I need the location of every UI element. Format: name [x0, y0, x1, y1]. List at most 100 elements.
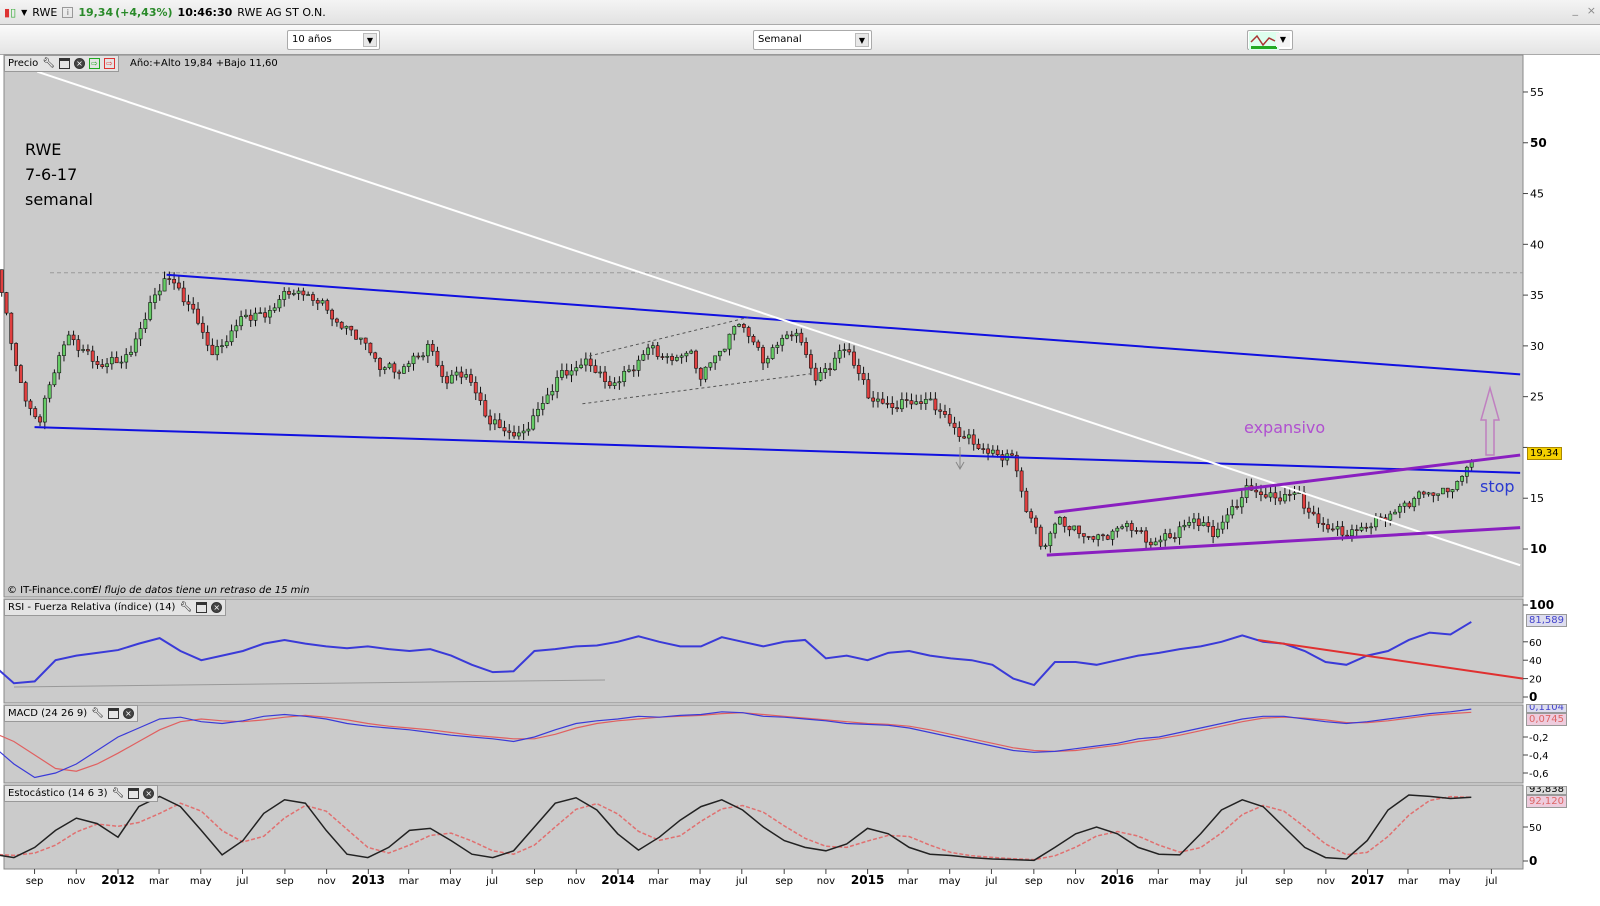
- x-tick-label: 2015: [851, 873, 884, 887]
- close-circle-icon[interactable]: ×: [122, 708, 134, 719]
- candle-up: [124, 354, 129, 363]
- candle-down: [86, 349, 90, 352]
- candle-up: [267, 310, 272, 318]
- close-circle-icon[interactable]: ×: [143, 788, 155, 799]
- close-circle-icon[interactable]: ×: [74, 58, 85, 69]
- close-circle-icon[interactable]: ×: [211, 602, 223, 613]
- candle-down: [114, 357, 119, 364]
- x-tick-label: 2013: [352, 873, 385, 887]
- price-tick-label: 25: [1530, 391, 1544, 404]
- candle-down: [445, 376, 449, 384]
- candle-down: [172, 278, 176, 284]
- candle-up: [617, 381, 622, 384]
- candle-up: [464, 374, 469, 378]
- chevron-down-icon: ▼: [855, 33, 869, 47]
- symbol-dropdown-icon[interactable]: ▼: [21, 7, 28, 17]
- rsi-tick-label: 60: [1529, 638, 1542, 649]
- candle-up: [258, 312, 263, 314]
- window-icon[interactable]: [107, 708, 119, 719]
- wrench-icon[interactable]: 🔧︎: [111, 788, 125, 799]
- annotation-date: 7-6-17: [25, 165, 78, 184]
- close-icon[interactable]: ×: [1586, 4, 1596, 17]
- candle-up: [876, 398, 880, 402]
- candle-down: [694, 350, 698, 369]
- macd-tick-label: -0,4: [1529, 751, 1549, 762]
- candle-down: [9, 312, 14, 344]
- x-tick-label: jul: [1235, 876, 1248, 887]
- copyright: © IT-Finance.com: [7, 585, 95, 596]
- annotation-symbol: RWE: [25, 140, 62, 159]
- window-icon[interactable]: [196, 602, 208, 613]
- indicator-button[interactable]: ▼: [1247, 30, 1293, 50]
- candlestick-icon[interactable]: ▮▯: [4, 5, 17, 19]
- candle-up: [636, 359, 641, 371]
- x-tick-label: may: [190, 876, 212, 887]
- candle-up: [598, 371, 603, 374]
- rsi-tick-label: 20: [1529, 675, 1542, 686]
- candle-down: [957, 427, 962, 437]
- candle-up: [641, 354, 646, 361]
- candle-down: [1144, 530, 1148, 543]
- macd-last-value: 0,1104: [1526, 704, 1567, 713]
- candle-down: [919, 401, 923, 404]
- target-arrow-icon: [1480, 385, 1500, 456]
- candle-down: [1019, 470, 1024, 492]
- candle-up: [344, 325, 349, 329]
- candle-up: [1187, 521, 1192, 526]
- window-icon[interactable]: [59, 58, 70, 69]
- candle-down: [18, 365, 23, 383]
- interval-select[interactable]: Semanal ▼: [753, 30, 872, 50]
- candle-down: [397, 371, 402, 374]
- candle-up: [531, 415, 536, 430]
- candle-up: [583, 358, 588, 366]
- candle-up: [722, 348, 727, 352]
- x-tick-label: mar: [1398, 876, 1419, 887]
- candle-up: [105, 363, 109, 367]
- macd-tick-label: -0,2: [1529, 733, 1549, 744]
- candle-up: [133, 338, 138, 353]
- trendline: [1046, 526, 1521, 557]
- candle-down: [1330, 528, 1335, 531]
- x-tick-label: 2014: [601, 873, 634, 887]
- candle-up: [574, 367, 579, 372]
- candle-down: [1081, 533, 1086, 537]
- period-select[interactable]: 10 años ▼: [287, 30, 380, 50]
- candle-up: [579, 364, 583, 368]
- x-tick-label: 2012: [101, 873, 134, 887]
- wrench-icon[interactable]: 🔧︎: [42, 58, 55, 69]
- candle-up: [1110, 530, 1115, 540]
- x-tick-label: nov: [1317, 876, 1335, 887]
- candle-down: [1340, 526, 1345, 536]
- minimize-icon[interactable]: _: [1572, 3, 1579, 16]
- info-icon[interactable]: i: [62, 6, 74, 18]
- export-green-icon[interactable]: ⇨: [89, 58, 100, 69]
- candle-down: [71, 334, 76, 341]
- wrench-icon[interactable]: 🔧︎: [91, 708, 104, 719]
- price-tick-label: 55: [1530, 86, 1544, 99]
- annotation-expansivo: expansivo: [1244, 418, 1326, 437]
- wrench-icon[interactable]: 🔧︎: [179, 602, 193, 613]
- candle-up: [109, 357, 114, 365]
- candle-down: [866, 379, 871, 399]
- candle-down: [196, 308, 200, 324]
- candle-down: [502, 427, 507, 432]
- candle-down: [1062, 516, 1067, 527]
- candle-down: [497, 419, 502, 428]
- window-icon[interactable]: [128, 788, 140, 799]
- export-red-icon[interactable]: ⇨: [104, 58, 115, 69]
- candle-up: [244, 314, 248, 317]
- candle-down: [210, 344, 215, 356]
- rsi-tick-label: 100: [1529, 598, 1554, 612]
- interval-value: Semanal: [758, 34, 802, 45]
- candle-down: [90, 350, 95, 362]
- candle-down: [263, 312, 267, 318]
- candle-down: [186, 301, 191, 305]
- candle-down: [38, 416, 42, 423]
- x-tick-label: nov: [817, 876, 835, 887]
- candle-up: [239, 316, 244, 327]
- candle-down: [1345, 534, 1350, 537]
- candle-up: [770, 347, 775, 359]
- candle-down: [1278, 497, 1283, 502]
- candle-down: [761, 347, 765, 364]
